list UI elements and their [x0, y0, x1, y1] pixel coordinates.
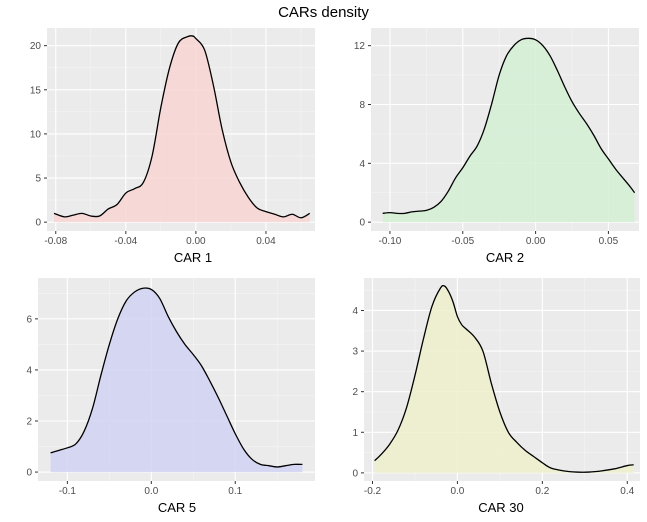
density-area: [374, 285, 634, 473]
x-axis-label: CAR 5: [158, 500, 196, 515]
x-tick-label: -0.1: [59, 486, 77, 497]
x-tick-label: 0.0: [450, 486, 464, 497]
x-tick-label: 0.00: [186, 236, 206, 247]
y-tick-label: 4: [359, 159, 365, 170]
y-tick-label: 12: [354, 41, 366, 52]
y-tick-label: 20: [30, 41, 42, 52]
x-tick-label: 0.4: [620, 486, 634, 497]
x-tick-label: 0.05: [599, 236, 619, 247]
density-line: [382, 37, 636, 215]
density-line: [53, 35, 311, 219]
y-tick-label: 15: [30, 85, 42, 96]
panel-4: -0.2 0.0 0.2 0.4 0 1 2 3 4 CAR 30: [352, 278, 640, 515]
x-tick-label: -0.2: [364, 486, 382, 497]
density-area: [382, 38, 635, 223]
y-tick-label: 4: [352, 306, 358, 317]
y-tick-label: 2: [26, 416, 32, 427]
density-line: [374, 284, 634, 473]
y-tick-label: 0: [352, 468, 358, 479]
panel-3: -0.1 0.0 0.1 0 2 4 6 CAR 5: [26, 278, 315, 515]
x-axis-label: CAR 30: [478, 500, 524, 515]
y-tick-label: 3: [352, 347, 358, 358]
x-tick-label: 0.0: [144, 486, 158, 497]
panel-1: -0.08 -0.04 0.00 0.04 0 5 10 15 20 CAR 1: [30, 28, 315, 265]
x-axis-label: CAR 1: [174, 250, 212, 265]
x-tick-label: -0.05: [451, 236, 474, 247]
density-area: [50, 287, 303, 473]
y-tick-label: 0: [26, 468, 32, 479]
density-area: [54, 35, 310, 223]
y-tick-label: 0: [359, 218, 365, 229]
y-tick-label: 5: [35, 174, 41, 185]
y-tick-label: 10: [30, 129, 42, 140]
y-tick-label: 4: [26, 365, 32, 376]
y-tick-label: 0: [35, 218, 41, 229]
x-tick-label: 0.2: [535, 486, 549, 497]
x-axis-label: CAR 2: [486, 250, 524, 265]
x-tick-label: -0.10: [379, 236, 402, 247]
x-tick-label: -0.04: [114, 236, 137, 247]
y-tick-label: 8: [359, 100, 365, 111]
y-tick-label: 2: [352, 387, 358, 398]
y-tick-label: 6: [26, 314, 32, 325]
x-tick-label: 0.1: [228, 486, 242, 497]
x-tick-label: -0.08: [44, 236, 67, 247]
x-tick-label: 0.04: [256, 236, 276, 247]
figure-title: CARs density: [278, 4, 369, 21]
x-tick-label: 0.00: [526, 236, 546, 247]
panel-2: -0.10 -0.05 0.00 0.05 0 4 8 12 CAR 2: [354, 28, 639, 265]
y-tick-label: 1: [352, 428, 358, 439]
density-line: [50, 287, 303, 468]
